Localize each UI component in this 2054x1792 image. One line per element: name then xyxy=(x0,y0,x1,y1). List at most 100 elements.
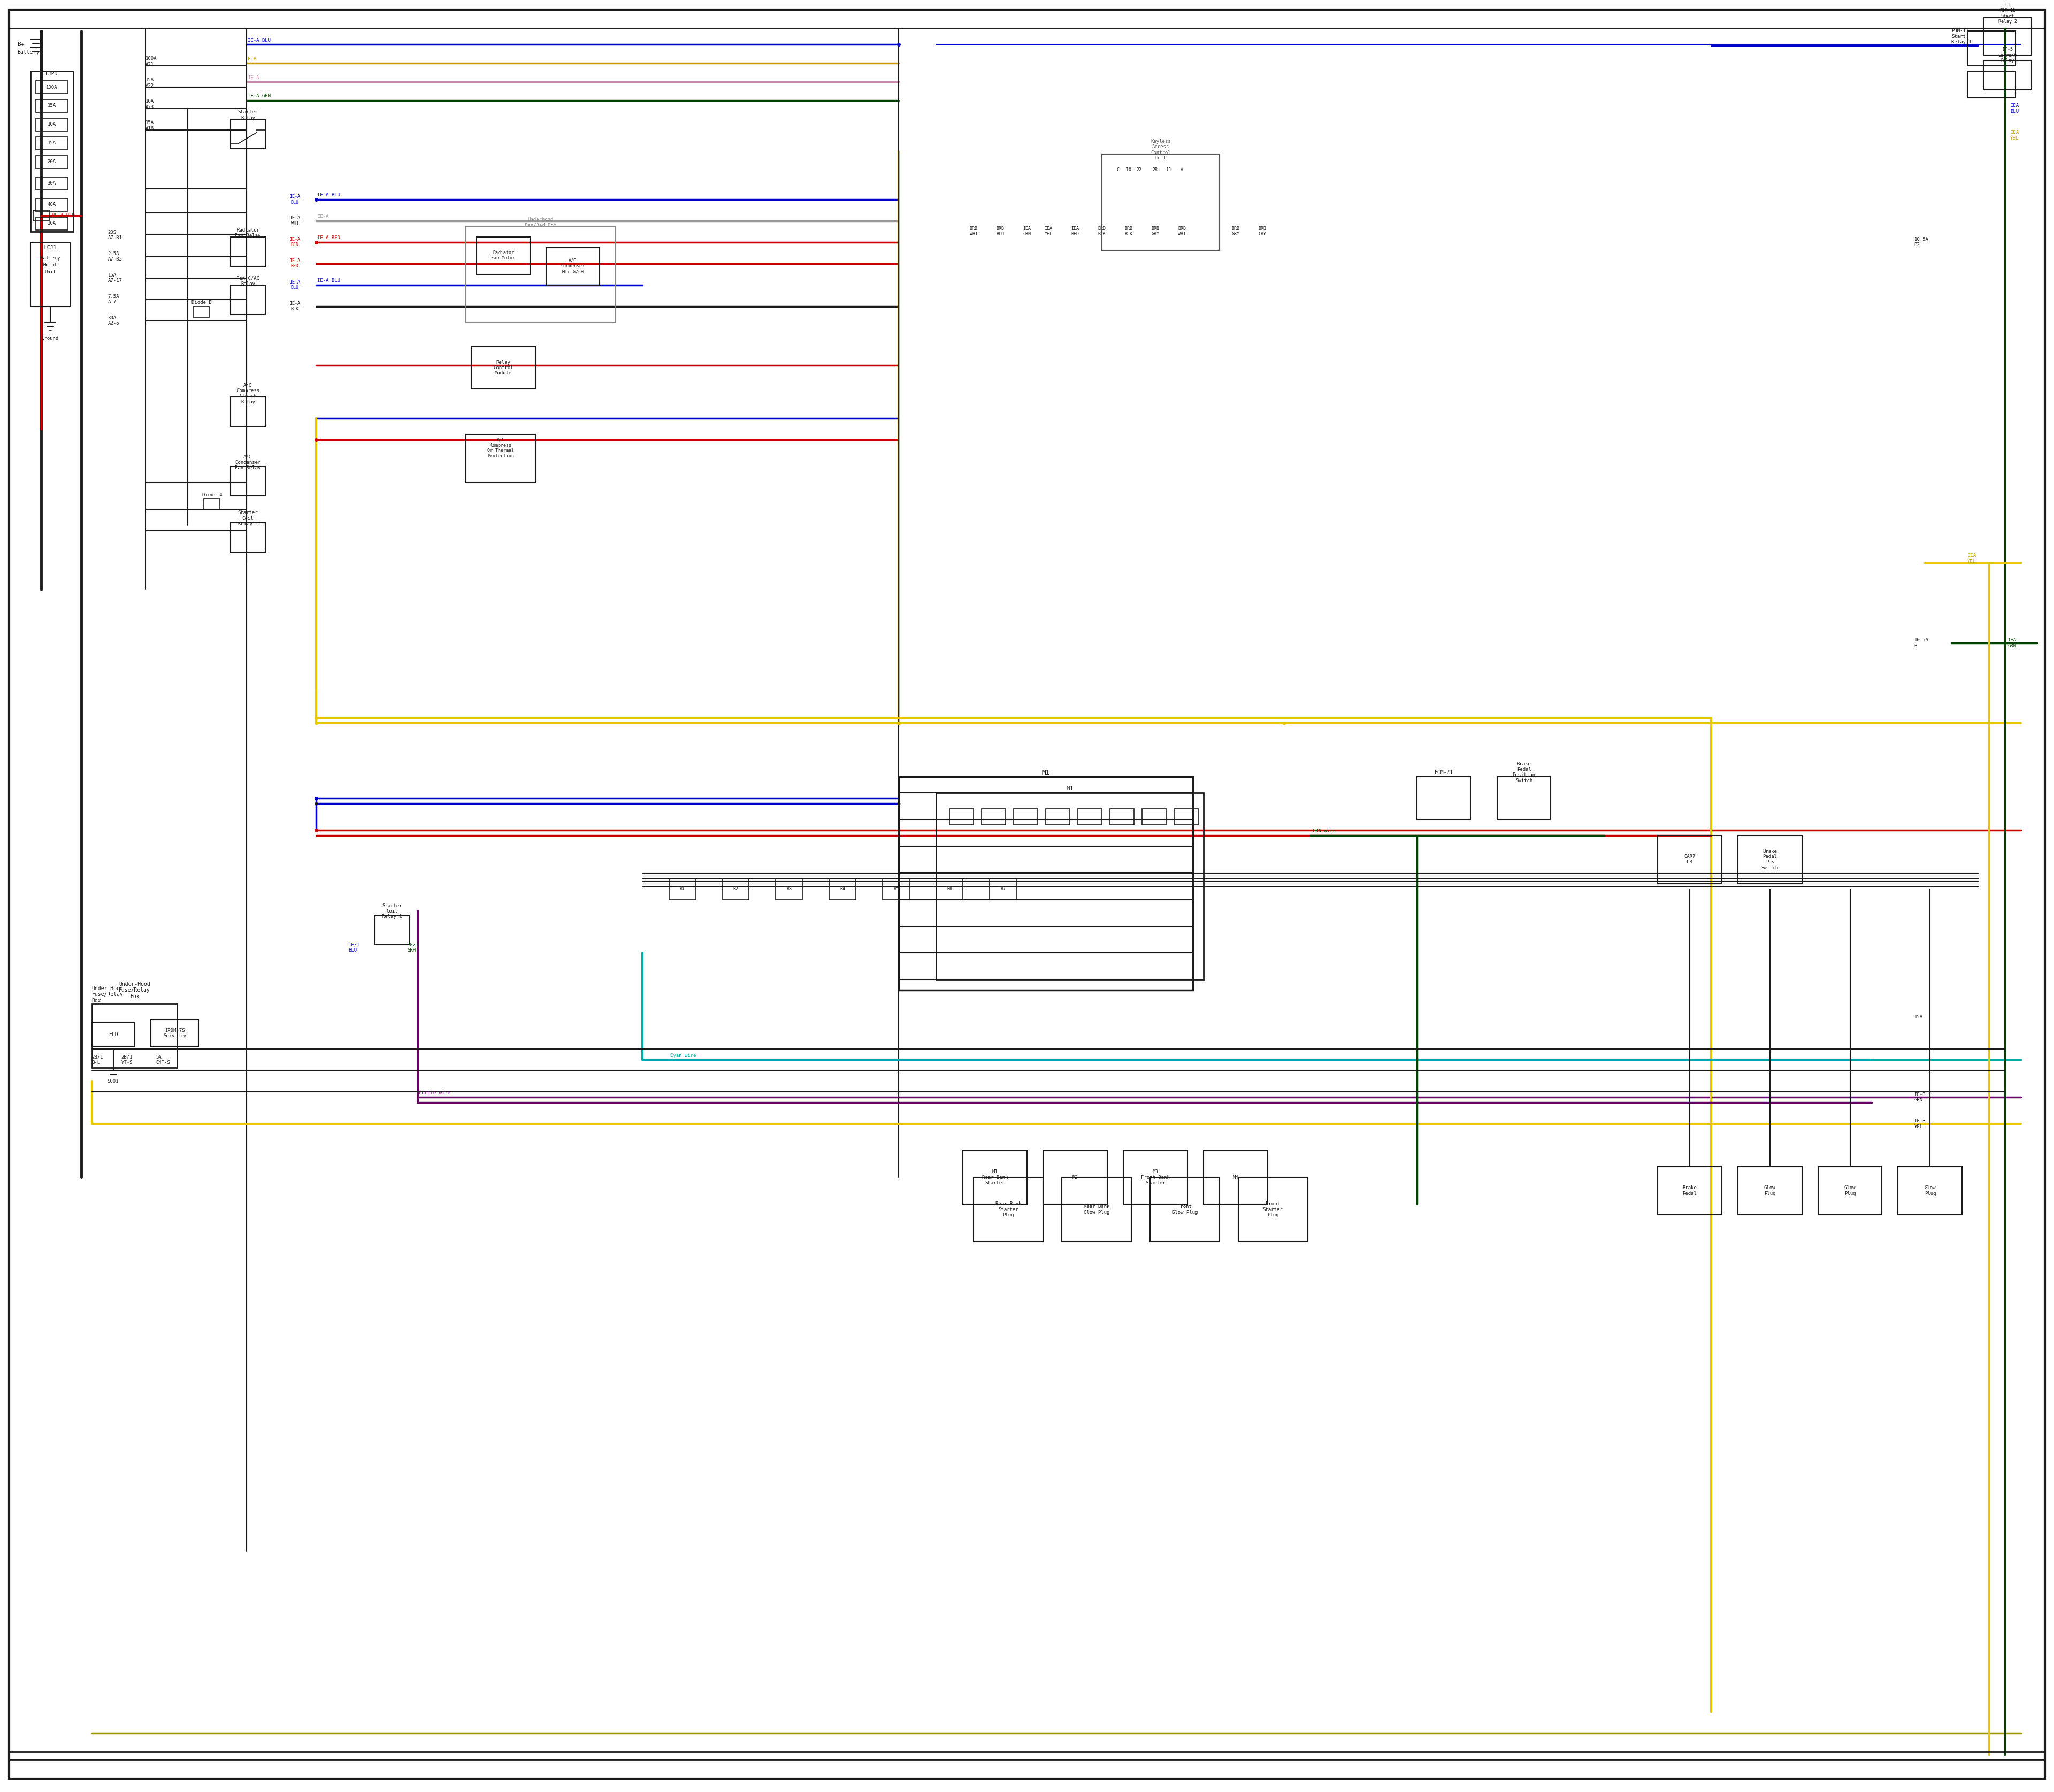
Text: IE/I
SRH: IE/I SRH xyxy=(407,943,419,953)
Text: R5: R5 xyxy=(893,887,900,891)
Text: R4: R4 xyxy=(840,887,846,891)
Bar xyxy=(1984,18,2031,56)
Text: BRB
BLK: BRB BLK xyxy=(1097,226,1105,237)
Bar xyxy=(35,199,68,211)
Bar xyxy=(723,878,750,900)
Text: Fan C/AC
Relay: Fan C/AC Relay xyxy=(236,276,259,287)
Text: Cyan wire: Cyan wire xyxy=(670,1054,696,1057)
Bar xyxy=(1658,1167,1721,1215)
Bar xyxy=(35,217,68,229)
Text: 30A: 30A xyxy=(47,181,55,186)
Bar xyxy=(35,136,68,151)
Text: IE-A: IE-A xyxy=(316,213,329,219)
Bar xyxy=(92,1023,136,1047)
Text: Unit: Unit xyxy=(45,271,55,274)
Text: 15A
A7-17: 15A A7-17 xyxy=(109,272,123,283)
Text: A: A xyxy=(1181,168,1183,172)
Text: 5A
C4T-S: 5A C4T-S xyxy=(156,1055,170,1064)
Bar xyxy=(230,523,265,552)
Text: R1: R1 xyxy=(680,887,684,891)
Bar xyxy=(1124,1150,1187,1204)
Bar xyxy=(1818,1167,1881,1215)
Text: IEA
YEL: IEA YEL xyxy=(1968,554,1976,564)
Bar xyxy=(546,247,600,285)
Text: Brake
Pedal: Brake Pedal xyxy=(1682,1186,1697,1195)
Bar xyxy=(203,498,220,509)
Text: CAR7
LB: CAR7 LB xyxy=(1684,855,1695,864)
Bar xyxy=(33,210,49,220)
Text: Purple wire: Purple wire xyxy=(419,1091,450,1095)
Bar xyxy=(230,398,265,426)
Bar xyxy=(1738,835,1801,883)
Bar xyxy=(35,118,68,131)
Text: M1: M1 xyxy=(1041,769,1050,776)
Text: BE-A RED: BE-A RED xyxy=(51,213,74,219)
Bar xyxy=(830,878,857,900)
Bar xyxy=(230,285,265,314)
Text: Starter
Relay: Starter Relay xyxy=(238,109,259,120)
Bar xyxy=(937,878,963,900)
Text: 15A: 15A xyxy=(47,142,55,145)
Bar xyxy=(1204,1150,1267,1204)
Text: L1
PDM-11
Start
Relay 2: L1 PDM-11 Start Relay 2 xyxy=(1999,4,2017,25)
Text: 15A: 15A xyxy=(1914,1014,1923,1020)
Bar xyxy=(470,346,536,389)
Text: Keyless
Access
Control
Unit: Keyless Access Control Unit xyxy=(1150,140,1171,161)
Bar xyxy=(466,435,536,482)
Bar xyxy=(974,1177,1043,1242)
Text: ET-5
Current
Relay: ET-5 Current Relay xyxy=(1999,47,2017,63)
Text: Under-Hood
Fuse/Relay
Box: Under-Hood Fuse/Relay Box xyxy=(119,982,150,1000)
Text: 15A
A16: 15A A16 xyxy=(146,120,154,131)
Bar xyxy=(35,81,68,93)
Text: 22: 22 xyxy=(1136,168,1142,172)
Text: IE-A BLU: IE-A BLU xyxy=(316,278,341,283)
Bar xyxy=(35,156,68,168)
Text: 15A: 15A xyxy=(47,104,55,108)
Text: FCM-71: FCM-71 xyxy=(1434,769,1454,774)
Text: IE-A BLU: IE-A BLU xyxy=(316,194,341,197)
Text: 2R: 2R xyxy=(1152,168,1158,172)
Text: Rear Bank
Glow Plug: Rear Bank Glow Plug xyxy=(1085,1204,1109,1215)
Bar xyxy=(900,776,1193,991)
Bar xyxy=(1045,808,1070,824)
Text: PDM-11
Start
Relay 1: PDM-11 Start Relay 1 xyxy=(1951,29,1972,45)
Text: 30A: 30A xyxy=(47,220,55,226)
Text: M1: M1 xyxy=(1066,785,1074,790)
Text: Battery: Battery xyxy=(16,50,39,56)
Text: Starter
Coil
Relay 2: Starter Coil Relay 2 xyxy=(382,903,403,919)
Text: IE-A GRN: IE-A GRN xyxy=(249,93,271,99)
Text: A/C
Compress
Clutch
Relay: A/C Compress Clutch Relay xyxy=(236,383,259,405)
Text: BRB
BLK: BRB BLK xyxy=(1124,226,1132,237)
Text: 100A
A21: 100A A21 xyxy=(146,56,156,66)
Bar xyxy=(982,808,1006,824)
Bar xyxy=(1078,808,1101,824)
Text: BRB
WHT: BRB WHT xyxy=(969,226,978,237)
Bar xyxy=(466,226,616,323)
Text: F-B: F-B xyxy=(249,57,257,61)
Bar xyxy=(230,237,265,267)
Text: 30A
A2-6: 30A A2-6 xyxy=(109,315,119,326)
Text: 10.5A
B2: 10.5A B2 xyxy=(1914,237,1929,247)
Text: A/C
Condenser
Fan Relay: A/C Condenser Fan Relay xyxy=(234,455,261,470)
Text: Relay
Control
Module: Relay Control Module xyxy=(493,360,514,376)
Text: IEA
CRN: IEA CRN xyxy=(1023,226,1031,237)
Text: IEA
YEL: IEA YEL xyxy=(1043,226,1052,237)
Text: IE-A
RED: IE-A RED xyxy=(290,258,300,269)
Text: HCJ1: HCJ1 xyxy=(43,246,55,251)
Text: Glow
Plug: Glow Plug xyxy=(1925,1186,1935,1195)
Text: R3: R3 xyxy=(787,887,793,891)
Text: BRB
GRY: BRB GRY xyxy=(1232,226,1239,237)
Bar xyxy=(1175,808,1197,824)
Bar xyxy=(1013,808,1037,824)
Bar xyxy=(35,177,68,190)
Text: Radiator
Fan Relay: Radiator Fan Relay xyxy=(234,228,261,238)
Bar xyxy=(1738,1167,1801,1215)
Text: R2: R2 xyxy=(733,887,739,891)
Text: ELD: ELD xyxy=(109,1032,117,1038)
Text: IE-A: IE-A xyxy=(249,75,259,81)
Bar xyxy=(193,306,210,317)
Bar xyxy=(1658,835,1721,883)
Text: B+: B+ xyxy=(16,41,25,47)
Text: GRN wire: GRN wire xyxy=(1313,828,1335,833)
Bar xyxy=(1968,72,2015,99)
